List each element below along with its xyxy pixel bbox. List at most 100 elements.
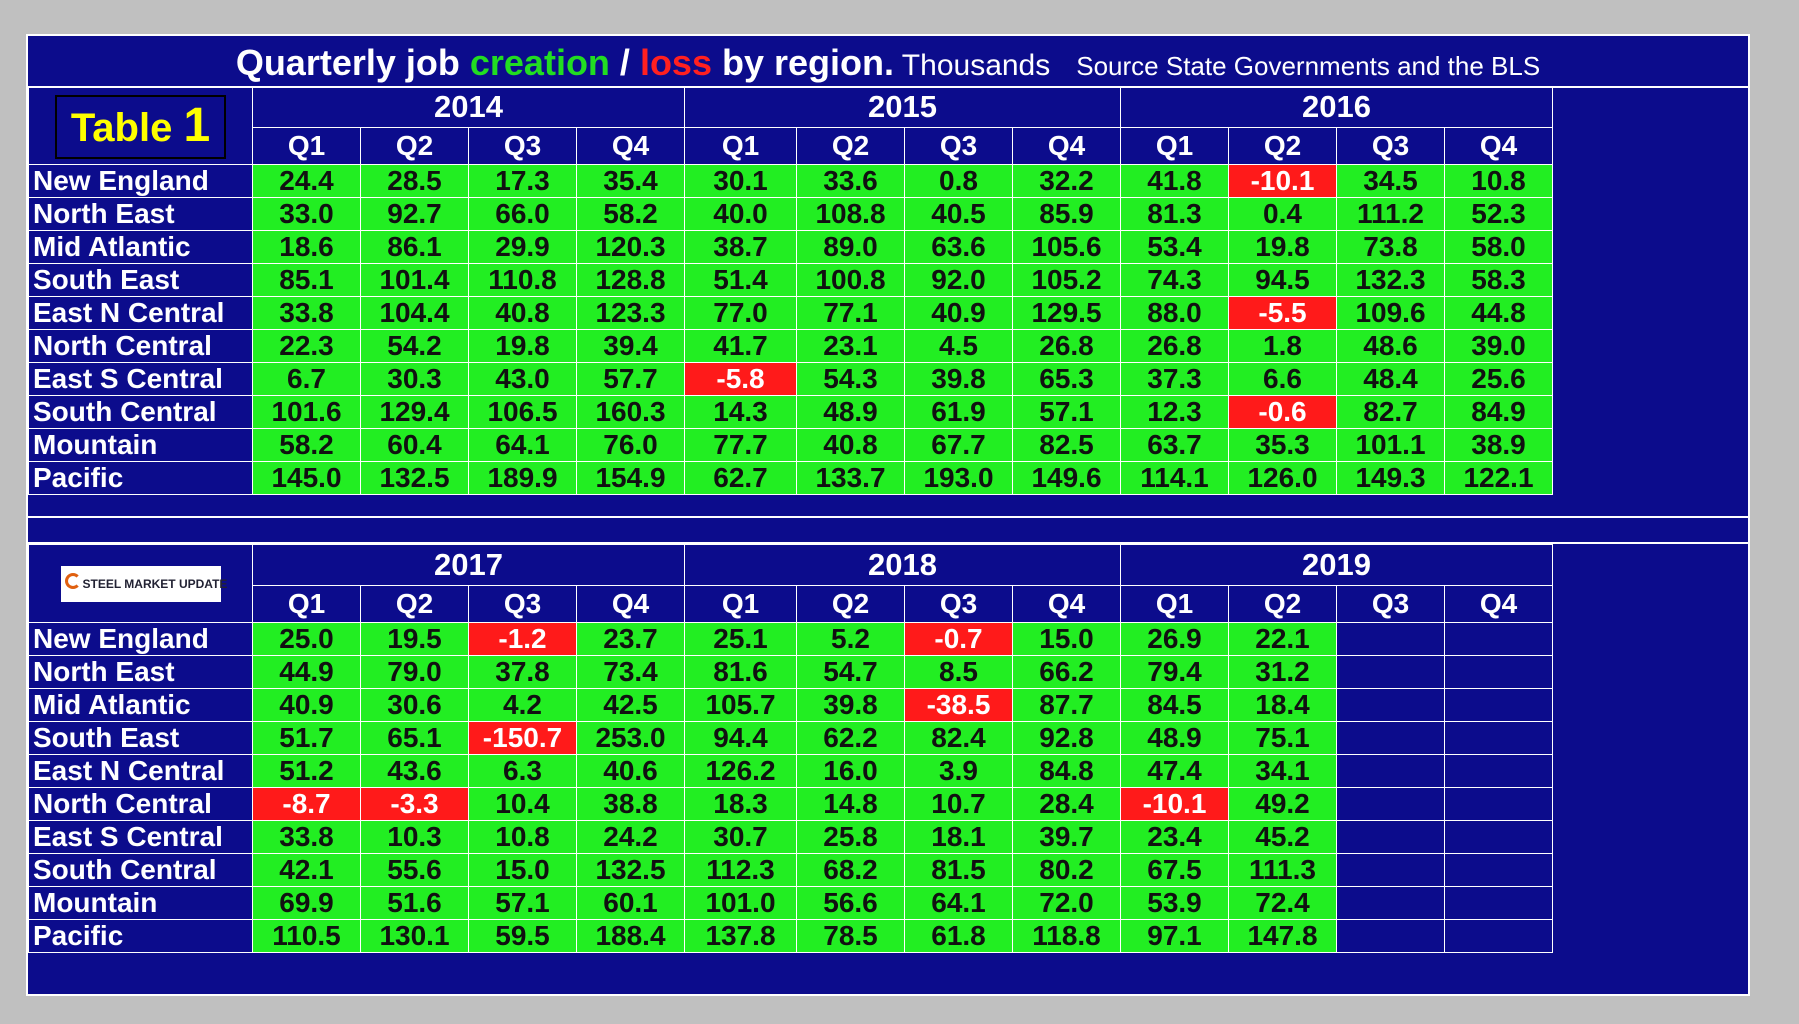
value-cell: 65.1 bbox=[360, 721, 469, 755]
value-cell: 10.7 bbox=[904, 787, 1013, 821]
value-cell: 58.2 bbox=[252, 428, 361, 462]
table-row: North Central 22.3 54.2 19.8 39.4 41.7 23.1 4.5… bbox=[28, 329, 1553, 363]
region-label: Pacific bbox=[28, 919, 253, 953]
quarter-header: Q2 bbox=[1228, 585, 1337, 623]
value-cell bbox=[1444, 688, 1553, 722]
value-cell: 14.8 bbox=[796, 787, 905, 821]
value-cell: -5.8 bbox=[684, 362, 797, 396]
value-cell: 44.9 bbox=[252, 655, 361, 689]
value-cell: 193.0 bbox=[904, 461, 1013, 495]
value-cell: 54.2 bbox=[360, 329, 469, 363]
quarter-header: Q3 bbox=[468, 585, 577, 623]
value-cell: 132.5 bbox=[576, 853, 685, 887]
value-cell: 26.9 bbox=[1120, 622, 1229, 656]
value-cell: 15.0 bbox=[468, 853, 577, 887]
value-cell: 101.0 bbox=[684, 886, 797, 920]
value-cell: 40.9 bbox=[252, 688, 361, 722]
value-cell: 18.4 bbox=[1228, 688, 1337, 722]
value-cell: 132.5 bbox=[360, 461, 469, 495]
year-header-row: STEEL MARKET UPDATE 2017 2018 2019 bbox=[28, 544, 1553, 623]
value-cell: 137.8 bbox=[684, 919, 797, 953]
value-cell: 100.8 bbox=[796, 263, 905, 297]
value-cell: 101.4 bbox=[360, 263, 469, 297]
value-cell: 48.6 bbox=[1336, 329, 1445, 363]
value-cell: 64.1 bbox=[904, 886, 1013, 920]
value-cell: 41.7 bbox=[684, 329, 797, 363]
table-row: South Central 101.6 129.4 106.5 160.3 14.3 48.… bbox=[28, 395, 1553, 429]
value-cell: 4.5 bbox=[904, 329, 1013, 363]
value-cell: 44.8 bbox=[1444, 296, 1553, 330]
value-cell: 79.4 bbox=[1120, 655, 1229, 689]
value-cell: 56.6 bbox=[796, 886, 905, 920]
value-cell: 81.6 bbox=[684, 655, 797, 689]
value-cell: 58.3 bbox=[1444, 263, 1553, 297]
value-cell: 76.0 bbox=[576, 428, 685, 462]
value-cell: 129.5 bbox=[1012, 296, 1121, 330]
table-row: South East 51.7 65.1 -150.7 253.0 94.4 62.2 82.… bbox=[28, 721, 1553, 755]
value-cell: 23.1 bbox=[796, 329, 905, 363]
table-row: East N Central 51.2 43.6 6.3 40.6 126.2 16.0 3.… bbox=[28, 754, 1553, 788]
value-cell bbox=[1444, 919, 1553, 953]
value-cell: 61.9 bbox=[904, 395, 1013, 429]
value-cell: 63.6 bbox=[904, 230, 1013, 264]
title-text-2: by region. bbox=[711, 42, 895, 83]
table-row: Pacific 145.0 132.5 189.9 154.9 62.7 133.7 193.… bbox=[28, 461, 1553, 495]
value-cell: 189.9 bbox=[468, 461, 577, 495]
value-cell: 15.0 bbox=[1012, 622, 1121, 656]
region-label: Mid Atlantic bbox=[28, 688, 253, 722]
value-cell: 23.7 bbox=[576, 622, 685, 656]
value-cell: 55.6 bbox=[360, 853, 469, 887]
value-cell: 48.9 bbox=[796, 395, 905, 429]
title-source: Source State Governments and the BLS bbox=[1076, 51, 1541, 81]
value-cell: 14.3 bbox=[684, 395, 797, 429]
value-cell bbox=[1336, 820, 1445, 854]
region-label: East N Central bbox=[28, 754, 253, 788]
value-cell: 89.0 bbox=[796, 230, 905, 264]
quarter-header: Q3 bbox=[1336, 127, 1445, 165]
value-cell bbox=[1444, 853, 1553, 887]
table-row: North Central -8.7 -3.3 10.4 38.8 18.3 14.8 10.… bbox=[28, 787, 1553, 821]
value-cell: 77.0 bbox=[684, 296, 797, 330]
value-cell: 40.8 bbox=[468, 296, 577, 330]
value-cell: 101.6 bbox=[252, 395, 361, 429]
year-header: 2014 bbox=[252, 86, 685, 128]
quarter-header: Q2 bbox=[796, 127, 905, 165]
value-cell: 48.9 bbox=[1120, 721, 1229, 755]
value-cell: 57.7 bbox=[576, 362, 685, 396]
value-cell: 67.7 bbox=[904, 428, 1013, 462]
year-header: 2017 bbox=[252, 544, 685, 586]
value-cell: 53.4 bbox=[1120, 230, 1229, 264]
value-cell bbox=[1444, 787, 1553, 821]
value-cell: 19.8 bbox=[468, 329, 577, 363]
value-cell: 31.2 bbox=[1228, 655, 1337, 689]
title-units: Thousands bbox=[894, 49, 1051, 82]
value-cell: 92.7 bbox=[360, 197, 469, 231]
value-cell: 24.4 bbox=[252, 164, 361, 198]
value-cell: 10.8 bbox=[1444, 164, 1553, 198]
value-cell: 25.0 bbox=[252, 622, 361, 656]
quarter-header: Q2 bbox=[1228, 127, 1337, 165]
quarter-header: Q3 bbox=[468, 127, 577, 165]
value-cell: 40.0 bbox=[684, 197, 797, 231]
quarter-header: Q2 bbox=[360, 585, 469, 623]
value-cell bbox=[1336, 853, 1445, 887]
value-cell: 26.8 bbox=[1012, 329, 1121, 363]
value-cell bbox=[1336, 721, 1445, 755]
quarter-header: Q1 bbox=[252, 585, 361, 623]
value-cell: 52.3 bbox=[1444, 197, 1553, 231]
value-cell: 69.9 bbox=[252, 886, 361, 920]
logo-swoosh-icon bbox=[64, 572, 81, 589]
value-cell: 92.0 bbox=[904, 263, 1013, 297]
table-row: Mid Atlantic 40.9 30.6 4.2 42.5 105.7 39.8 -38.… bbox=[28, 688, 1553, 722]
value-cell: 86.1 bbox=[360, 230, 469, 264]
year-header: 2016 bbox=[1120, 86, 1553, 128]
quarter-header: Q3 bbox=[904, 585, 1013, 623]
value-cell bbox=[1444, 820, 1553, 854]
value-cell: 118.8 bbox=[1012, 919, 1121, 953]
value-cell: 110.8 bbox=[468, 263, 577, 297]
value-cell bbox=[1336, 886, 1445, 920]
region-label: North Central bbox=[28, 329, 253, 363]
region-label: Mountain bbox=[28, 428, 253, 462]
value-cell: -0.7 bbox=[904, 622, 1013, 656]
value-cell: 40.5 bbox=[904, 197, 1013, 231]
